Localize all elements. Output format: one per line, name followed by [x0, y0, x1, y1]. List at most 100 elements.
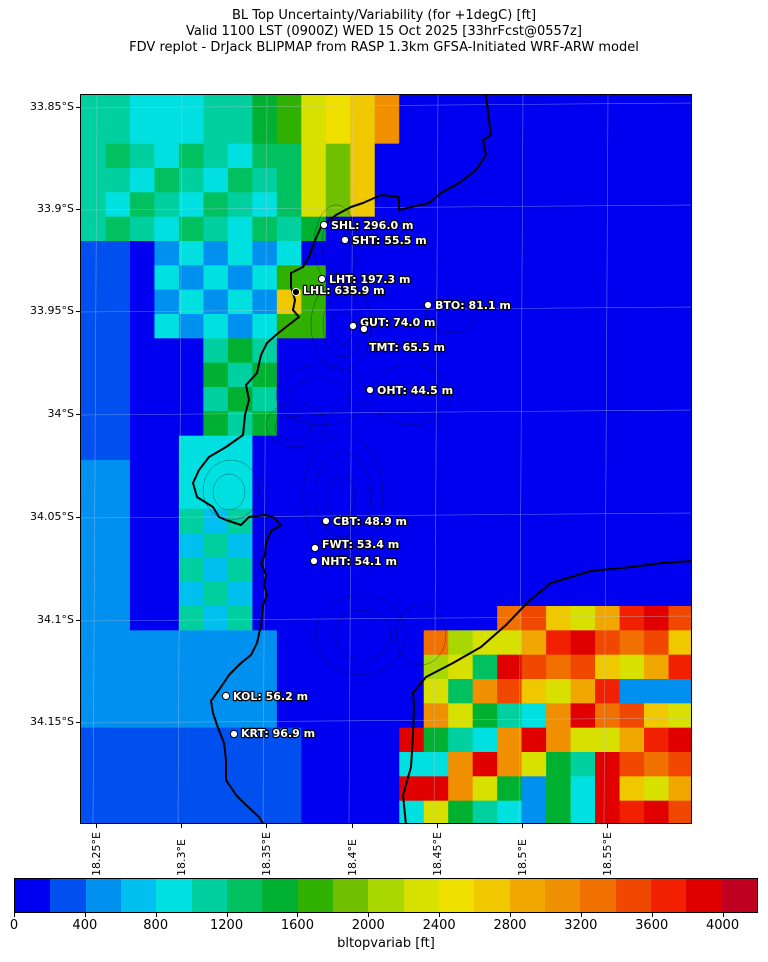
grid-cell — [546, 800, 572, 823]
grid-cell — [374, 557, 400, 583]
grid-cell — [619, 800, 645, 823]
station-shl[interactable]: SHL: 296.0 m — [319, 218, 415, 233]
y-tick — [76, 107, 80, 108]
grid-cell — [570, 654, 596, 680]
colorbar-tick — [14, 913, 15, 917]
grid-cell — [129, 703, 156, 729]
grid-cell — [325, 557, 351, 583]
grid-cell — [595, 289, 621, 315]
grid-cell — [472, 168, 498, 193]
grid-cell — [350, 581, 376, 607]
grid-cell — [81, 435, 107, 461]
grid-cell — [129, 289, 156, 315]
grid-cell — [399, 557, 425, 583]
grid-cell — [81, 557, 107, 583]
grid-cell — [668, 508, 691, 534]
grid-cell — [203, 557, 229, 583]
grid-cell — [472, 679, 498, 704]
grid-cell — [276, 508, 302, 534]
grid-cell — [644, 508, 670, 534]
grid-cell — [472, 800, 498, 823]
grid-cell — [276, 460, 302, 485]
grid-cell — [129, 800, 156, 823]
station-tmt[interactable]: TMT: 65.5 m — [359, 324, 446, 355]
grid-cell — [521, 508, 547, 534]
station-oht[interactable]: OHT: 44.5 m — [365, 383, 454, 398]
grid-cell — [399, 387, 425, 412]
station-nht[interactable]: NHT: 54.1 m — [309, 554, 398, 569]
grid-cell — [595, 630, 621, 656]
grid-cell — [644, 338, 670, 364]
y-tick-label: 33.9°S — [37, 202, 74, 215]
grid-cell — [668, 703, 691, 729]
grid-cell — [276, 533, 302, 558]
grid-cell — [325, 362, 351, 388]
grid-cell — [570, 289, 596, 315]
station-fwt[interactable]: FWT: 53.4 m — [310, 537, 400, 552]
grid-cell — [374, 119, 400, 145]
station-bto[interactable]: BTO: 81.1 m — [423, 298, 512, 313]
grid-cell — [472, 95, 498, 120]
grid-cell — [301, 387, 327, 412]
station-lht[interactable]: LHT: 197.3 m — [317, 272, 412, 287]
grid-cell — [497, 703, 523, 729]
grid-cell — [81, 241, 107, 266]
grid-cell — [276, 484, 302, 510]
grid-cell — [521, 679, 547, 704]
grid-cell — [644, 387, 670, 412]
grid-cell — [325, 411, 351, 437]
grid-cell — [129, 460, 156, 485]
grid-cell — [105, 727, 131, 753]
grid-cell — [521, 630, 547, 656]
grid-cell — [619, 484, 645, 510]
grid-cell — [178, 800, 204, 823]
colorbar-tick-label: 1200 — [210, 918, 244, 933]
grid-cell — [301, 143, 327, 169]
grid-cell — [227, 630, 253, 656]
grid-cell — [546, 679, 572, 704]
x-tick — [437, 824, 438, 828]
station-lhl[interactable]: LHL: 635.9 m — [291, 283, 386, 298]
grid-cell — [668, 606, 691, 631]
grid-cell — [276, 654, 302, 680]
grid-cell — [178, 411, 204, 437]
grid-cell — [227, 119, 253, 145]
station-sht[interactable]: SHT: 55.5 m — [340, 233, 428, 248]
grid-cell — [619, 411, 645, 437]
grid-cell — [325, 484, 351, 510]
station-cbt[interactable]: CBT: 48.9 m — [321, 514, 408, 529]
title-line-1: BL Top Uncertainty/Variability (for +1de… — [231, 8, 537, 23]
grid-cell — [644, 606, 670, 631]
grid-cell — [105, 192, 131, 218]
grid-cell — [276, 557, 302, 583]
colorbar-swatch — [332, 879, 369, 912]
grid-cell — [301, 362, 327, 388]
grid-cell — [546, 581, 572, 607]
grid-cell — [301, 484, 327, 510]
grid-cell — [423, 143, 449, 169]
map-plot-area[interactable]: SHL: 296.0 m SHT: 55.5 m LHT: 197.3 m LHL: … — [80, 94, 692, 824]
station-gut[interactable]: GUT: 74.0 m — [348, 315, 437, 330]
grid-cell — [497, 241, 523, 266]
grid-cell — [105, 387, 131, 412]
station-kol[interactable]: KOL: 56.2 m — [221, 689, 309, 704]
grid-cell — [570, 265, 596, 291]
grid-cell — [129, 168, 156, 193]
grid-cell — [448, 606, 474, 631]
grid-cell — [227, 606, 253, 631]
grid-cell — [154, 581, 180, 607]
grid-cell — [448, 216, 474, 242]
grid-cell — [105, 289, 131, 315]
grid-cell — [105, 752, 131, 777]
grid-cell — [252, 752, 278, 777]
grid-cell — [399, 630, 425, 656]
grid-cell — [472, 119, 498, 145]
grid-cell — [301, 606, 327, 631]
station-krt[interactable]: KRT: 96.9 m — [229, 726, 316, 741]
colorbar-tick-label: 400 — [72, 918, 98, 933]
grid-cell — [154, 703, 180, 729]
grid-cell — [252, 241, 278, 266]
grid-cell — [668, 800, 691, 823]
station-label: NHT: 54.1 m — [321, 555, 397, 568]
grid-cell — [399, 119, 425, 145]
